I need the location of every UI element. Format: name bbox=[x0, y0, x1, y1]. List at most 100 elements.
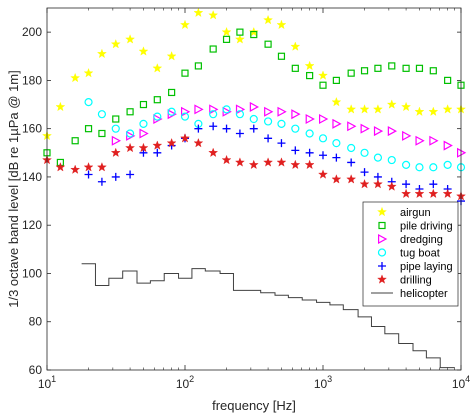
data-point bbox=[304, 159, 315, 170]
data-point bbox=[235, 110, 245, 119]
data-point bbox=[442, 104, 453, 114]
data-point bbox=[209, 110, 218, 119]
x-tick-label: 102 bbox=[176, 374, 194, 391]
data-point bbox=[181, 69, 189, 77]
data-point bbox=[372, 178, 383, 189]
data-point bbox=[139, 148, 148, 157]
data-point bbox=[444, 76, 452, 85]
data-point bbox=[96, 48, 107, 59]
legend-label: pipe laying bbox=[400, 261, 453, 273]
data-point bbox=[429, 67, 437, 75]
y-tick-label: 100 bbox=[22, 266, 42, 280]
data-point bbox=[373, 153, 383, 162]
data-point bbox=[194, 124, 203, 133]
data-point bbox=[319, 151, 327, 160]
data-point bbox=[347, 158, 356, 167]
data-point bbox=[442, 188, 453, 199]
legend-entry-dredging: dredging bbox=[378, 233, 443, 246]
data-point bbox=[83, 67, 94, 78]
series-dredging bbox=[111, 101, 467, 158]
data-point bbox=[414, 188, 425, 199]
data-point bbox=[71, 137, 79, 145]
data-point bbox=[332, 153, 341, 162]
data-point bbox=[249, 124, 258, 133]
data-point bbox=[221, 154, 232, 165]
y-tick-label: 120 bbox=[22, 218, 42, 232]
data-point bbox=[304, 60, 315, 71]
data-point bbox=[83, 162, 94, 172]
data-point bbox=[70, 164, 81, 174]
data-point bbox=[97, 110, 107, 119]
data-point bbox=[209, 122, 218, 131]
data-point bbox=[306, 71, 314, 80]
data-point bbox=[209, 45, 217, 53]
data-point bbox=[443, 160, 452, 169]
data-point bbox=[222, 124, 231, 133]
data-point bbox=[84, 170, 93, 179]
data-point bbox=[264, 106, 274, 117]
data-point bbox=[110, 147, 121, 157]
data-point bbox=[429, 163, 438, 172]
data-point bbox=[84, 125, 93, 133]
data-point bbox=[360, 67, 369, 75]
legend-entry-pile-driving: pile driving bbox=[378, 221, 453, 233]
data-point bbox=[139, 119, 148, 128]
data-point bbox=[112, 115, 120, 123]
data-point bbox=[208, 147, 219, 157]
x-tick-label: 103 bbox=[314, 374, 332, 391]
x-axis-title: frequency [Hz] bbox=[212, 398, 296, 413]
legend-marker-icon bbox=[377, 248, 387, 257]
data-point bbox=[222, 106, 232, 117]
data-point bbox=[138, 142, 149, 153]
data-point bbox=[234, 34, 245, 44]
data-point bbox=[125, 34, 136, 44]
legend-marker-icon bbox=[377, 274, 387, 284]
data-point bbox=[152, 140, 163, 150]
data-point bbox=[180, 133, 190, 143]
data-point bbox=[415, 135, 425, 146]
data-point bbox=[401, 101, 412, 112]
data-point bbox=[347, 69, 355, 77]
axes: 60 80 100 120 140 160 180 200 101 102 103 104 bbox=[22, 7, 470, 391]
data-point bbox=[331, 174, 342, 184]
data-point bbox=[55, 162, 66, 172]
data-point bbox=[429, 135, 439, 146]
data-point bbox=[277, 139, 286, 148]
legend-label: helicopter bbox=[400, 288, 448, 300]
data-point bbox=[360, 148, 369, 157]
data-point bbox=[264, 40, 272, 48]
legend-label: dredging bbox=[400, 234, 443, 246]
data-point bbox=[372, 104, 383, 114]
data-point bbox=[98, 129, 106, 138]
data-point bbox=[429, 180, 438, 189]
data-point bbox=[414, 106, 425, 116]
data-point bbox=[291, 64, 299, 72]
legend-marker-icon bbox=[378, 262, 386, 270]
data-point bbox=[110, 39, 121, 49]
data-point bbox=[305, 148, 314, 157]
data-point bbox=[347, 121, 357, 132]
data-point bbox=[402, 64, 410, 72]
data-point bbox=[111, 135, 122, 146]
data-point bbox=[167, 107, 176, 116]
data-point bbox=[222, 35, 231, 43]
data-point bbox=[55, 101, 66, 112]
data-point bbox=[70, 72, 81, 83]
data-point bbox=[249, 114, 258, 124]
data-point bbox=[291, 124, 300, 133]
legend-label: drilling bbox=[400, 275, 432, 287]
legend-label: airgun bbox=[400, 207, 431, 219]
data-point bbox=[319, 81, 327, 89]
data-point bbox=[139, 128, 149, 139]
data-point bbox=[152, 63, 163, 73]
legend-entry-airgun: airgun bbox=[377, 206, 431, 219]
data-point bbox=[359, 104, 370, 114]
data-point bbox=[96, 162, 107, 172]
data-point bbox=[428, 106, 439, 116]
data-point bbox=[167, 109, 177, 120]
series-tug-boat bbox=[84, 98, 466, 172]
legend-entry-helicopter: helicopter bbox=[371, 288, 448, 300]
legend-marker-icon bbox=[378, 233, 388, 245]
